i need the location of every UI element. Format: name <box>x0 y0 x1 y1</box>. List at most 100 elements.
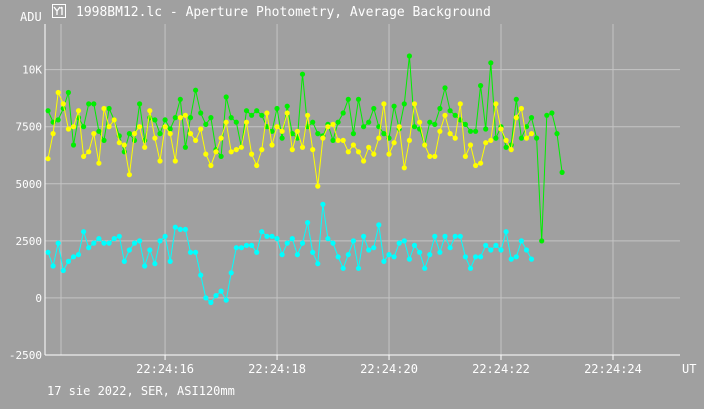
data-point <box>157 158 163 164</box>
y-tick-label: 10K <box>22 64 42 77</box>
data-point <box>478 254 484 260</box>
data-point <box>528 131 535 137</box>
data-point <box>218 153 224 159</box>
data-point <box>299 144 306 150</box>
data-point <box>335 254 341 260</box>
data-point <box>559 169 565 175</box>
data-point <box>208 299 214 306</box>
data-point <box>442 233 448 239</box>
data-point <box>55 89 61 96</box>
data-point <box>249 242 255 248</box>
data-point <box>187 131 194 137</box>
data-point <box>503 229 509 235</box>
data-point <box>427 119 433 125</box>
data-point <box>223 297 229 303</box>
data-point <box>193 249 199 255</box>
data-point <box>544 112 550 118</box>
data-point <box>437 105 443 112</box>
data-point <box>330 137 336 143</box>
data-point <box>243 108 250 114</box>
data-point <box>315 183 321 189</box>
data-point <box>86 245 92 251</box>
data-point <box>345 252 351 258</box>
data-point <box>371 105 377 112</box>
x-axis-title: UT <box>682 362 696 376</box>
x-tick-label: 22:24:24 <box>584 362 642 376</box>
data-point <box>355 149 362 155</box>
data-point <box>50 263 56 269</box>
data-point <box>157 238 163 244</box>
data-point <box>238 245 244 251</box>
data-point <box>534 135 540 141</box>
data-point <box>157 131 163 137</box>
data-point <box>187 249 194 255</box>
data-point <box>457 233 463 239</box>
data-point <box>503 137 509 143</box>
data-point <box>75 252 82 258</box>
data-point <box>152 135 158 141</box>
data-point <box>274 236 280 242</box>
data-point <box>493 135 499 141</box>
data-point <box>193 137 199 143</box>
grid <box>45 24 680 356</box>
data-point <box>223 94 229 100</box>
data-point <box>274 105 280 112</box>
data-point <box>137 101 143 107</box>
data-point <box>340 137 346 143</box>
data-point <box>121 258 127 264</box>
data-point <box>508 147 514 153</box>
data-point <box>452 233 458 239</box>
data-point <box>401 165 407 171</box>
data-point <box>386 151 392 157</box>
data-point <box>310 249 316 255</box>
data-point <box>406 256 412 262</box>
data-point <box>473 254 479 260</box>
data-point <box>126 131 132 137</box>
data-point <box>137 124 143 130</box>
data-point <box>549 110 555 116</box>
data-point <box>264 110 270 116</box>
data-point <box>228 115 234 121</box>
data-point <box>101 105 107 112</box>
data-point <box>177 226 183 232</box>
data-point <box>86 149 92 155</box>
data-point <box>172 224 178 230</box>
data-point <box>427 153 433 159</box>
data-point <box>167 126 173 132</box>
data-point <box>167 131 173 137</box>
data-point <box>45 108 51 114</box>
title-bar: 1998BM12.lc - Aperture Photometry, Avera… <box>0 0 704 24</box>
data-point <box>371 245 377 251</box>
data-point <box>528 256 535 262</box>
data-point <box>361 233 367 239</box>
data-point <box>254 249 260 255</box>
data-point <box>126 247 132 253</box>
data-point <box>218 135 224 141</box>
data-point <box>259 147 265 153</box>
data-point <box>498 247 504 253</box>
data-point <box>457 101 463 107</box>
data-point <box>96 160 102 166</box>
data-point <box>106 240 112 246</box>
data-point <box>269 142 275 148</box>
data-point <box>111 236 117 242</box>
data-point <box>284 110 290 116</box>
data-point <box>162 124 168 130</box>
data-point <box>554 131 560 137</box>
data-point <box>376 135 382 141</box>
y-tick-label: -2500 <box>9 349 42 362</box>
data-point <box>320 201 326 207</box>
data-point <box>294 252 300 258</box>
data-point <box>126 172 132 178</box>
data-point <box>355 265 362 271</box>
data-point <box>391 254 397 260</box>
data-point <box>503 144 509 150</box>
data-point <box>111 117 117 123</box>
data-point <box>305 112 311 118</box>
data-point <box>467 265 474 271</box>
data-point <box>406 137 412 143</box>
data-point <box>396 124 402 130</box>
data-point <box>411 124 418 130</box>
data-point <box>152 261 158 267</box>
